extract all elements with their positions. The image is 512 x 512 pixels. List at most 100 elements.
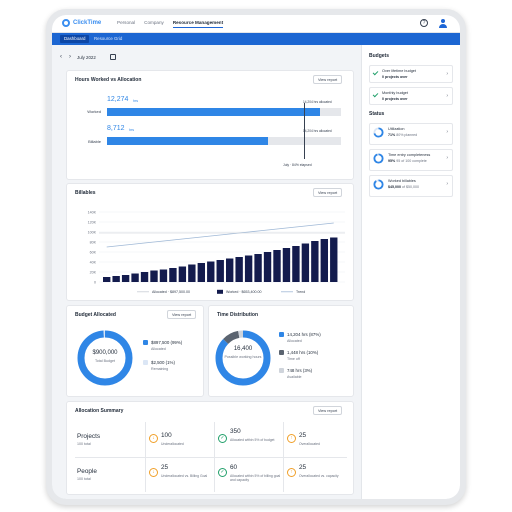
- check-icon: ✓: [218, 434, 227, 443]
- worked-bar: [311, 241, 319, 282]
- utilization-value: 71%: [388, 133, 396, 137]
- ring-progress: [373, 127, 384, 138]
- projects-within-num: 350: [230, 428, 241, 435]
- nav-item-resource-management[interactable]: Resource Management: [172, 20, 224, 28]
- worked-legend-label: Worked · $653,400.00: [226, 290, 262, 294]
- utilization-detail: 71% 80% planned: [388, 133, 417, 137]
- next-month-chevron-icon[interactable]: ›: [69, 54, 71, 60]
- completeness-ring-icon: [373, 153, 384, 164]
- time-off-label: Time off: [287, 357, 300, 361]
- col-divider-2: [214, 422, 215, 492]
- col-divider-3: [283, 422, 284, 492]
- y-tick-label: 140K: [88, 210, 97, 214]
- time-available-label: Available: [287, 375, 302, 379]
- status-utilization-card[interactable]: Utilization 71% 80% planned ›: [369, 123, 453, 145]
- budget-allocated-value: $897,500 (99%): [151, 340, 183, 345]
- projects-within-desc: Allocated within 5% of budget: [230, 438, 275, 442]
- check-icon: [372, 69, 379, 76]
- budget-center-label: Total Budget: [95, 359, 115, 363]
- status-completeness-card[interactable]: Time entry completeness 95% 95 of 100 co…: [369, 149, 453, 171]
- people-total: 100 total: [77, 477, 91, 481]
- y-tick-label: 20K: [90, 270, 97, 274]
- user-icon[interactable]: [439, 19, 447, 28]
- worked-bar: [263, 252, 272, 282]
- logo[interactable]: ClickTime: [62, 19, 101, 27]
- worked-bar: [121, 275, 130, 282]
- time-center-label: Possible working hours: [224, 355, 262, 359]
- people-within-num: 60: [230, 464, 238, 471]
- y-tick-label: 40K: [90, 260, 97, 264]
- completeness-count: 95 of 100 complete: [396, 159, 427, 163]
- completeness-detail: 95% 95 of 100 complete: [388, 159, 427, 163]
- billable-allocated-label: 14,204 hrs allocated: [303, 129, 332, 133]
- nav-item-personal[interactable]: Personal: [117, 20, 136, 25]
- worked-bar: [292, 246, 300, 282]
- arrow-down-icon: ↓: [149, 468, 158, 477]
- check-icon: [372, 91, 379, 98]
- hours-view-report-button[interactable]: View report: [313, 75, 343, 84]
- budget-view-report-button[interactable]: View report: [167, 310, 197, 319]
- elapsed-label: July · 84% elapsed: [283, 163, 312, 167]
- billables-chart: 0 20K 40K 60K 80K 100K 120K 140K Allocated · $89…: [88, 210, 345, 294]
- budget-monthly-title: Monthly budget: [382, 91, 408, 95]
- time-off-value: 1,448 hrs (10%): [287, 350, 319, 355]
- right-sidebar: Budgets Over lifetime budget 0 projects …: [361, 45, 460, 499]
- help-icon[interactable]: ?: [420, 19, 428, 27]
- utilization-planned: 80% planned: [396, 133, 418, 137]
- billables-card: Billables View report 0 20K 40K 60K 80K 100K 1…: [66, 183, 354, 301]
- billable-unit: hrs: [129, 128, 134, 132]
- prev-month-chevron-icon[interactable]: ‹: [60, 54, 62, 60]
- worked-bar: [140, 272, 149, 282]
- worked-unit: hrs: [133, 99, 138, 103]
- worked-billables-of: of $50,000: [402, 185, 419, 189]
- budget-remaining-value: $2,500 (1%): [151, 360, 175, 365]
- worked-bar: [235, 257, 243, 282]
- remaining-swatch: [143, 360, 148, 365]
- time-distribution-card: Time Distribution 16,400 Possible workin…: [208, 305, 354, 397]
- ring-progress: [373, 153, 384, 164]
- status-billables-card[interactable]: Worked billables $45,000 of $50,000 ›: [369, 175, 453, 197]
- projects-under-num: 100: [161, 432, 172, 439]
- check-icon: ✓: [218, 468, 227, 477]
- billable-label: Billable: [88, 139, 101, 144]
- chevron-right-icon: ›: [446, 155, 448, 161]
- budget-lifetime-card[interactable]: Over lifetime budget 0 projects over ›: [369, 65, 453, 83]
- worked-legend-swatch: [217, 289, 223, 294]
- budget-donut-chart: [77, 330, 133, 386]
- worked-bar: [320, 239, 328, 282]
- worked-bar: [226, 258, 234, 282]
- budget-title: Budget Allocated: [75, 312, 116, 318]
- people-within-desc: Allocated within 5% of billing goal and …: [230, 474, 281, 483]
- tab-dashboard[interactable]: Dashboard: [60, 35, 90, 43]
- worked-bar: [188, 264, 196, 282]
- worked-bar: [330, 237, 338, 282]
- budget-allocated-label: Allocated: [151, 347, 166, 351]
- tab-resource-grid[interactable]: Resource Grid: [94, 36, 123, 41]
- nav-item-company[interactable]: Company: [144, 20, 164, 25]
- budget-allocated-card: Budget Allocated View report $900,000 To…: [66, 305, 204, 397]
- row-divider: [75, 457, 347, 458]
- people-under-num: 25: [161, 464, 169, 471]
- worked-bar: [150, 270, 158, 282]
- top-bar: ClickTime Personal Company Resource Mana…: [52, 15, 460, 33]
- allocation-view-report-button[interactable]: View report: [313, 406, 343, 415]
- budget-segment-0: [77, 330, 133, 386]
- budget-lifetime-title: Over lifetime budget: [382, 69, 416, 73]
- utilization-title: Utilization: [388, 127, 405, 131]
- time-distribution-title: Time Distribution: [217, 312, 259, 318]
- y-tick-label: 80K: [90, 240, 97, 244]
- allocated-legend-label: Allocated · $897,500.00: [152, 290, 190, 294]
- trend-line: [106, 222, 334, 248]
- utilization-ring-icon: [373, 127, 384, 138]
- chevron-right-icon: ›: [446, 181, 448, 187]
- y-tick-label: 120K: [88, 220, 97, 224]
- allocation-summary-card: Allocation Summary View report Projects …: [66, 401, 354, 495]
- time-allocated-label: Allocated: [287, 339, 302, 343]
- calendar-icon[interactable]: [110, 54, 116, 60]
- budget-monthly-card[interactable]: Monthly budget 0 projects over ›: [369, 87, 453, 105]
- worked-bar: [169, 268, 177, 282]
- people-under-desc: Underallocated vs. Billing Goal: [161, 474, 208, 478]
- billables-view-report-button[interactable]: View report: [313, 188, 343, 197]
- worked-bar: [244, 255, 253, 282]
- billables-title: Billables: [75, 190, 96, 196]
